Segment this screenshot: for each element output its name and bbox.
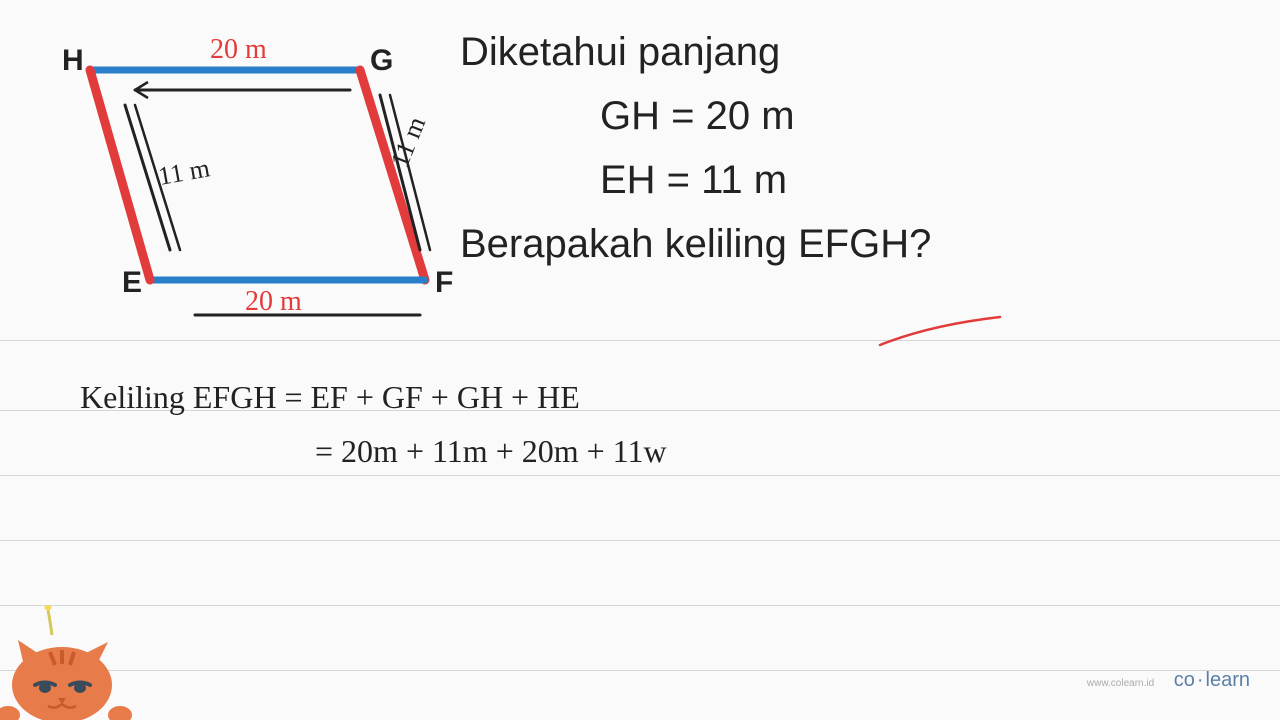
solution-line2: = 20m + 11m + 20m + 11w — [80, 424, 667, 478]
side-label-right: 11 m — [385, 113, 431, 172]
underline-accent — [870, 310, 1090, 360]
problem-line4: Berapakah keliling EFGH? — [460, 212, 931, 276]
vertex-label-H: H — [62, 44, 84, 77]
side-label-top: 20 m — [210, 34, 267, 65]
ruled-line — [0, 540, 1280, 541]
side-label-bottom: 20 m — [245, 286, 302, 317]
brand-logo: www.colearn.id co·learn — [1087, 669, 1250, 692]
edge-EH — [90, 70, 150, 280]
brand-name-part2: learn — [1206, 669, 1250, 691]
parallelogram-diagram: H G F E 20 m 11 m 11 m 20 m — [30, 20, 470, 350]
mascot-cat-icon — [0, 600, 140, 720]
brand-name-dot: · — [1197, 669, 1204, 691]
vertex-label-G: G — [370, 44, 393, 77]
brand-domain: www.colearn.id — [1087, 678, 1154, 689]
ruled-line — [0, 605, 1280, 606]
side-label-left: 11 m — [156, 153, 212, 191]
vertex-label-F: F — [435, 266, 453, 299]
problem-line2: GH = 20 m — [460, 84, 931, 148]
brand-name-part1: co — [1174, 669, 1195, 691]
problem-line3: EH = 11 m — [460, 148, 931, 212]
vertex-label-E: E — [122, 266, 142, 299]
solution-work: Keliling EFGH = EF + GF + GH + HE = 20m … — [80, 370, 667, 479]
problem-statement: Diketahui panjang GH = 20 m EH = 11 m Be… — [460, 20, 931, 276]
solution-line1: Keliling EFGH = EF + GF + GH + HE — [80, 370, 667, 424]
problem-line1: Diketahui panjang — [460, 20, 931, 84]
